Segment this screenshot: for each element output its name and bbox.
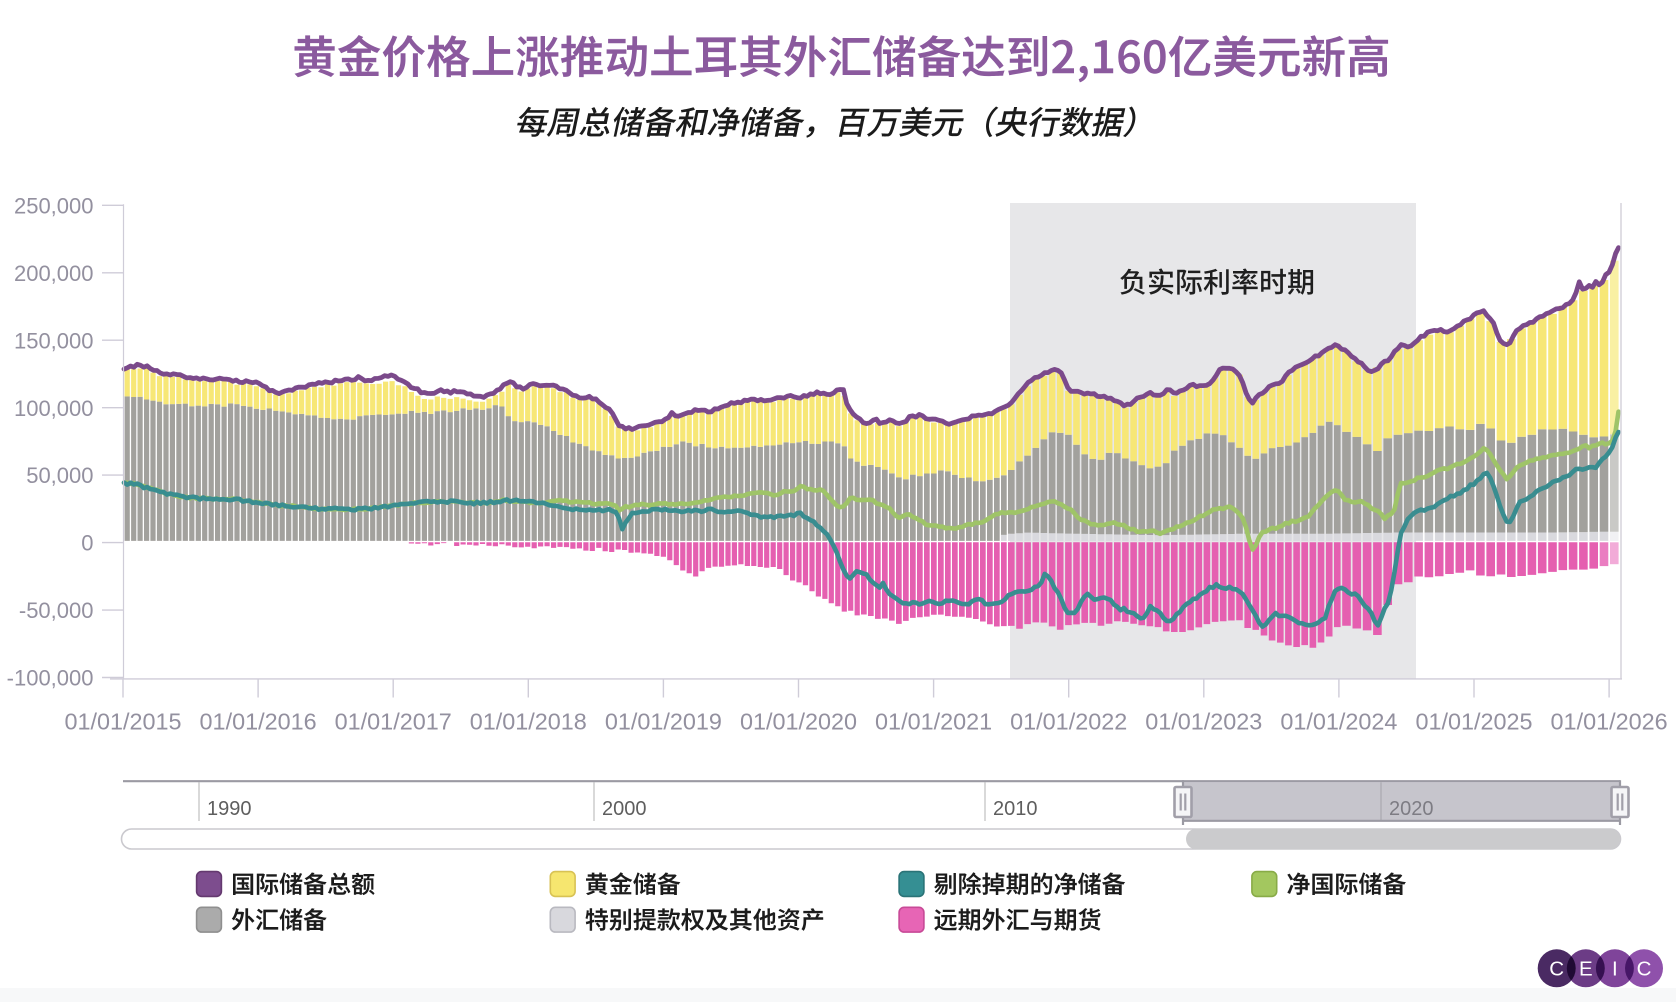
svg-text:C: C: [1549, 957, 1564, 980]
svg-text:01/01/2023: 01/01/2023: [1145, 709, 1262, 735]
svg-text:-50,000: -50,000: [19, 598, 94, 623]
svg-text:01/01/2019: 01/01/2019: [605, 709, 722, 735]
svg-text:0: 0: [81, 531, 93, 556]
svg-text:01/01/2015: 01/01/2015: [64, 709, 181, 735]
svg-text:-100,000: -100,000: [7, 666, 94, 691]
svg-text:C: C: [1637, 957, 1652, 980]
svg-text:01/01/2020: 01/01/2020: [740, 709, 857, 735]
svg-text:1990: 1990: [207, 798, 252, 820]
svg-text:01/01/2016: 01/01/2016: [200, 709, 317, 735]
svg-text:01/01/2021: 01/01/2021: [875, 709, 992, 735]
svg-text:2010: 2010: [993, 798, 1038, 820]
svg-text:01/01/2018: 01/01/2018: [470, 709, 587, 735]
svg-text:01/01/2025: 01/01/2025: [1415, 709, 1532, 735]
svg-text:50,000: 50,000: [26, 463, 93, 488]
svg-text:01/01/2026: 01/01/2026: [1551, 709, 1668, 735]
svg-text:2000: 2000: [602, 798, 647, 820]
svg-text:01/01/2017: 01/01/2017: [335, 709, 452, 735]
svg-text:150,000: 150,000: [14, 328, 94, 353]
svg-text:I: I: [1612, 957, 1618, 980]
svg-text:01/01/2022: 01/01/2022: [1010, 709, 1127, 735]
svg-text:01/01/2024: 01/01/2024: [1280, 709, 1397, 735]
svg-text:100,000: 100,000: [14, 396, 94, 421]
svg-text:E: E: [1579, 957, 1593, 980]
svg-text:250,000: 250,000: [14, 193, 94, 218]
svg-text:200,000: 200,000: [14, 261, 94, 286]
